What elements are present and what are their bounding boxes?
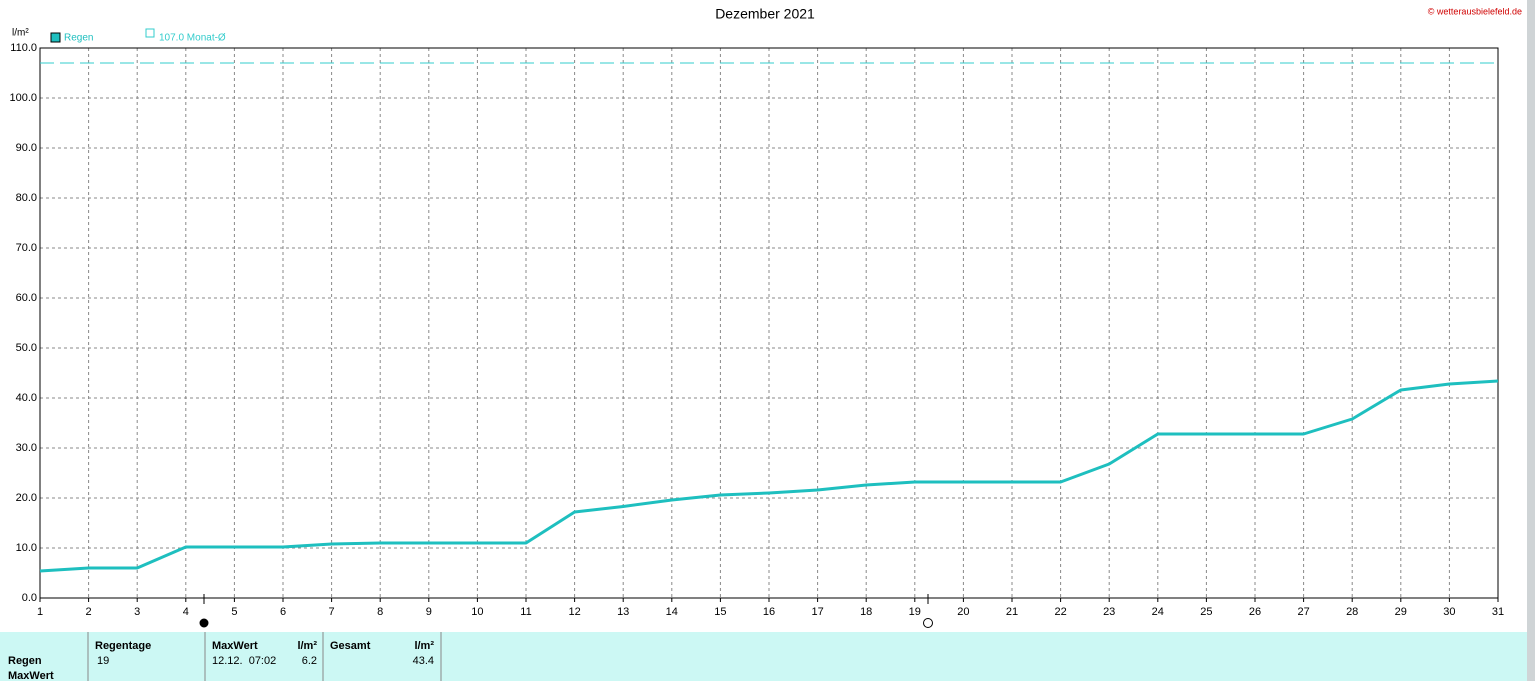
- x-tick-label: 12: [568, 606, 580, 618]
- x-tick-label: 4: [183, 606, 189, 618]
- table-separators: [87, 632, 442, 681]
- x-tick-label: 8: [377, 606, 383, 618]
- x-tick-label: 7: [329, 606, 335, 618]
- legend-swatch: [50, 32, 61, 43]
- x-tick-label: 31: [1492, 606, 1504, 618]
- full-moon-icon: [923, 618, 933, 628]
- table-cell: 6.2: [302, 655, 317, 667]
- table-header: Gesamt: [330, 640, 371, 652]
- plot-frame: [39, 47, 1499, 599]
- y-tick-label: 0.0: [22, 592, 37, 604]
- credit: © wetterausbielefeld.de: [1428, 6, 1522, 16]
- x-tick-label: 30: [1443, 606, 1455, 618]
- x-tick-label: 16: [763, 606, 775, 618]
- x-tick-label: 6: [280, 606, 286, 618]
- table-header: l/m²: [414, 640, 434, 652]
- x-tick-label: 24: [1152, 606, 1164, 618]
- x-tick-label: 15: [714, 606, 726, 618]
- y-tick-label: 30.0: [16, 442, 37, 454]
- x-tick-label: 21: [1006, 606, 1018, 618]
- table-cell: 43.4: [413, 655, 434, 667]
- y-tick-label: 90.0: [16, 142, 37, 154]
- data-line: [39, 379, 1499, 573]
- legend-swatch: [145, 28, 155, 38]
- x-tick-label: 2: [86, 606, 92, 618]
- y-axis-label: l/m²: [12, 28, 29, 39]
- new-moon-icon: [199, 618, 209, 628]
- y-tick-label: 80.0: [16, 192, 37, 204]
- table-cell: 19: [97, 655, 109, 667]
- y-tick-label: 100.0: [9, 92, 37, 104]
- x-tick-label: 28: [1346, 606, 1358, 618]
- table-cell: Regen: [8, 655, 42, 667]
- x-tick-label: 29: [1395, 606, 1407, 618]
- x-tick-label: 11: [520, 606, 531, 618]
- y-tick-label: 60.0: [16, 292, 37, 304]
- x-tick-label: 14: [666, 606, 678, 618]
- table-cell: MaxWert: [8, 670, 54, 681]
- x-tick-label: 26: [1249, 606, 1261, 618]
- table-background: [0, 632, 1527, 681]
- y-tick-label: 70.0: [16, 242, 37, 254]
- x-tick-label: 5: [231, 606, 237, 618]
- x-tick-label: 25: [1200, 606, 1212, 618]
- y-tick-label: 40.0: [16, 392, 37, 404]
- window-edge: [1527, 0, 1535, 681]
- table-header: Regentage: [95, 640, 151, 652]
- x-tick-label: 20: [957, 606, 969, 618]
- y-tick-label: 20.0: [16, 492, 37, 504]
- x-tick-label: 19: [909, 606, 921, 618]
- x-tick-label: 1: [37, 606, 43, 618]
- x-tick-label: 18: [860, 606, 872, 618]
- table-header: MaxWert: [212, 640, 258, 652]
- table-cell: 12.12. 07:02: [212, 655, 276, 667]
- x-tick-label: 17: [811, 606, 823, 618]
- x-tick-label: 22: [1054, 606, 1066, 618]
- legend-label: Regen: [64, 33, 93, 44]
- chart-title: Dezember 2021: [715, 6, 815, 22]
- y-tick-label: 10.0: [16, 542, 37, 554]
- x-tick-label: 3: [134, 606, 140, 618]
- x-tick-label: 23: [1103, 606, 1115, 618]
- x-tick-label: 10: [471, 606, 483, 618]
- x-tick-label: 9: [426, 606, 432, 618]
- legend-label: 107.0 Monat-Ø: [159, 33, 226, 44]
- y-tick-label: 50.0: [16, 342, 37, 354]
- y-tick-label: 110.0: [10, 42, 37, 54]
- x-tick-label: 27: [1297, 606, 1309, 618]
- table-header: l/m²: [297, 640, 317, 652]
- x-tick-label: 13: [617, 606, 629, 618]
